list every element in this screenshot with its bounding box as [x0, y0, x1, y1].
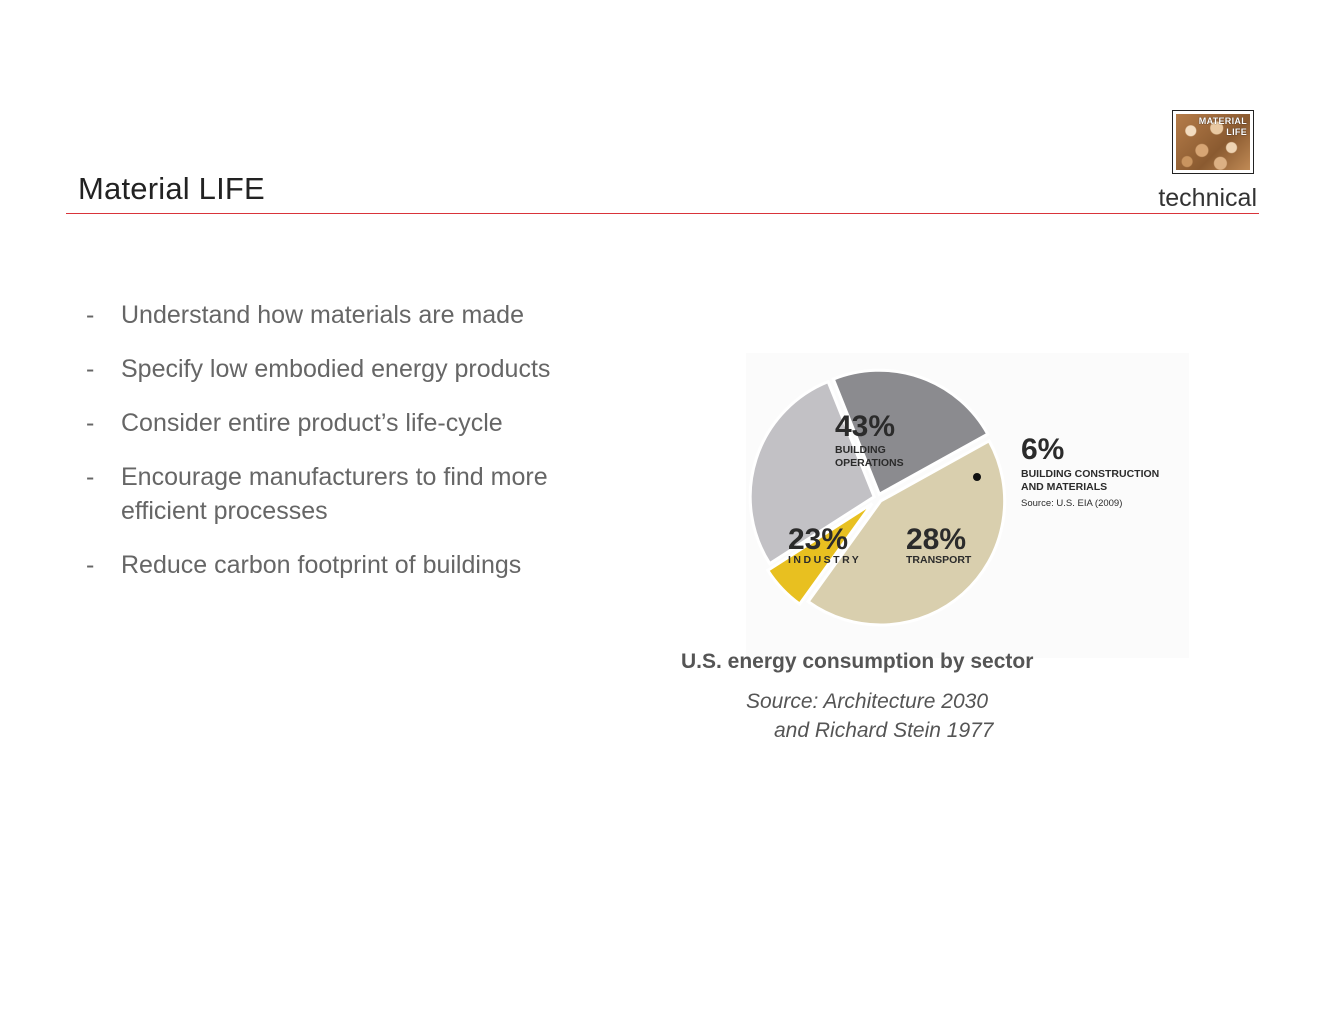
section-tag: technical: [1158, 184, 1257, 212]
bullet-item: - Consider entire product’s life-cycle: [86, 406, 606, 440]
bullet-dash: -: [86, 409, 95, 437]
bullet-text: Consider entire product’s life-cycle: [121, 409, 503, 437]
pie-slice: [765, 502, 874, 607]
pie-slice-label: BUILDING: [835, 444, 886, 456]
pie-leader-dot: [973, 473, 981, 481]
bullet-dash: -: [86, 301, 95, 329]
pie-slice: [806, 438, 1007, 627]
pie-inner-source: Source: U.S. EIA (2009): [1021, 498, 1122, 509]
bullet-item: - Specify low embodied energy products: [86, 352, 606, 386]
bullet-item: - Encourage manufacturers to find more ef…: [86, 460, 606, 528]
bullet-text: Encourage manufacturers to find more eff…: [121, 463, 548, 525]
material-life-logo: MATERIAL LIFE: [1172, 110, 1254, 174]
bullet-text: Reduce carbon footprint of buildings: [121, 551, 522, 579]
pie-slice-label: AND MATERIALS: [1021, 481, 1107, 493]
bullet-text: Specify low embodied energy products: [121, 355, 551, 383]
source-line-2: and Richard Stein 1977: [774, 719, 994, 742]
title-rule: [66, 213, 1259, 214]
bullet-dash: -: [86, 355, 95, 383]
page-title: Material LIFE: [78, 171, 265, 206]
energy-pie-chart: 43% BUILDING OPERATIONS 6% BUILDING CONSTRUC…: [746, 353, 1189, 658]
pie-slice-percent: 23%: [788, 523, 848, 556]
pie-slice-percent: 6%: [1021, 433, 1064, 466]
logo-text: MATERIAL LIFE: [1198, 116, 1247, 137]
pie-slice: [748, 379, 877, 566]
bullet-item: - Understand how materials are made: [86, 298, 606, 332]
bullet-text: Understand how materials are made: [121, 301, 524, 329]
pie-slice-label: INDUSTRY: [788, 554, 861, 566]
bullet-dash: -: [86, 463, 95, 491]
pie-slice-label: BUILDING CONSTRUCTION: [1021, 468, 1159, 480]
pie-slice-label: OPERATIONS: [835, 457, 904, 469]
pie-slice: [831, 368, 990, 497]
bullet-item: - Reduce carbon footprint of buildings: [86, 548, 606, 582]
wood-logs-image: MATERIAL LIFE: [1176, 114, 1250, 170]
bullet-dash: -: [86, 551, 95, 579]
bullet-list: - Understand how materials are made - Spec…: [86, 298, 606, 602]
source-line-1: Source: Architecture 2030: [746, 690, 989, 713]
pie-slice-percent: 28%: [906, 523, 966, 556]
pie-slice-label: TRANSPORT: [906, 554, 972, 566]
pie-slice-percent: 43%: [835, 410, 895, 443]
chart-caption: U.S. energy consumption by sector: [681, 650, 1034, 673]
